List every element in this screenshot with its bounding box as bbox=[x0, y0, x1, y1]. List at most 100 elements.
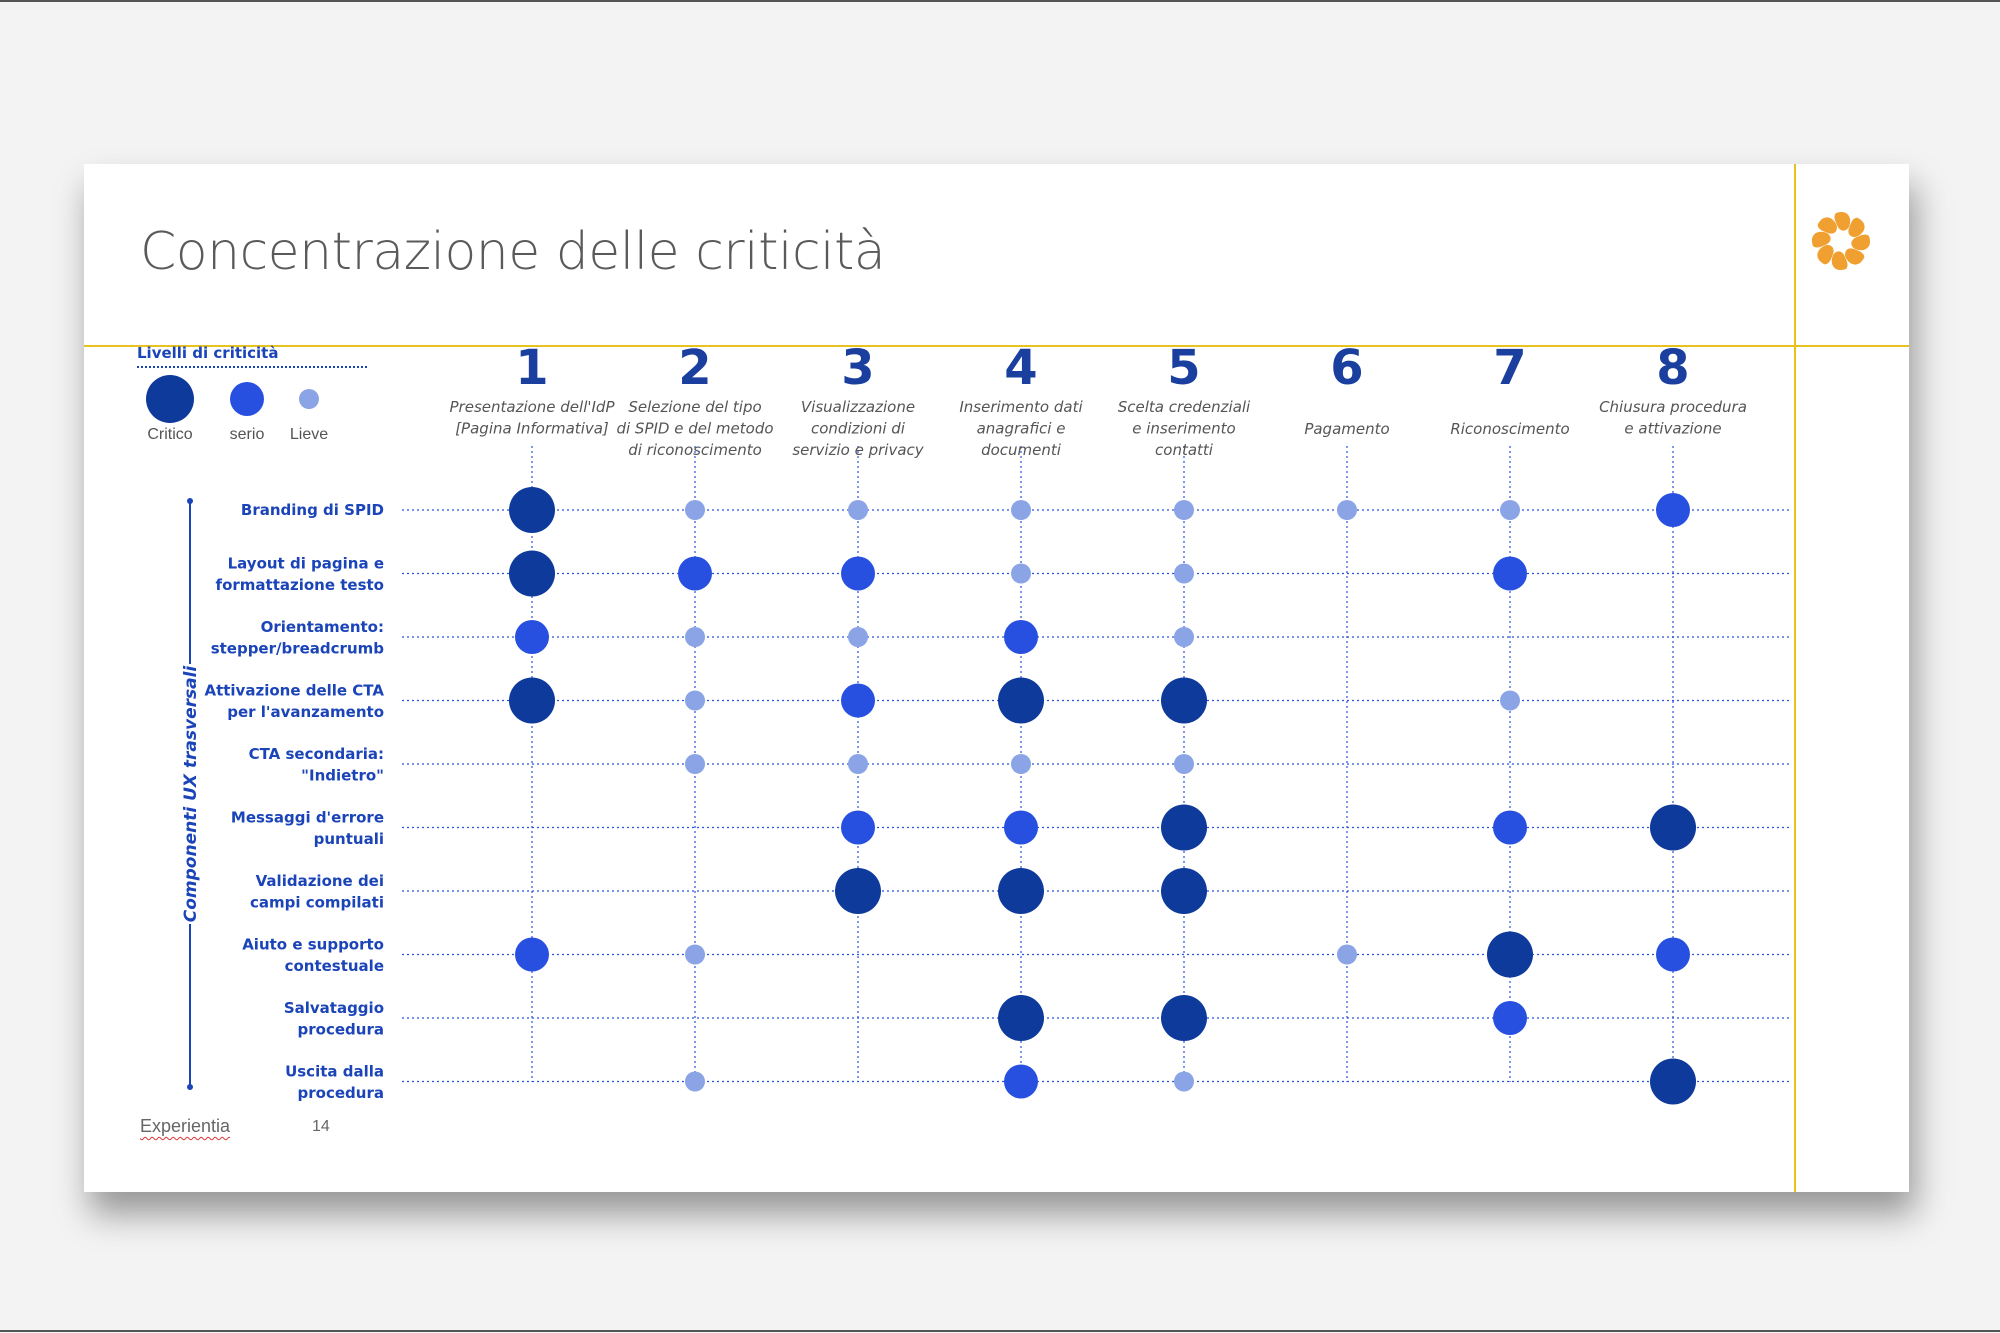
row-label-line: Messaggi d'errore bbox=[231, 809, 384, 827]
step-name-line: anagrafici e bbox=[977, 420, 1066, 438]
legend-lieve-label: Lieve bbox=[289, 426, 329, 443]
criticality-matrix: Componenti UX trasversali 1 Presentazione… bbox=[181, 340, 1792, 1105]
logo-petal bbox=[1848, 217, 1865, 237]
axis-endcap bbox=[187, 498, 193, 504]
logo-petal bbox=[1831, 251, 1848, 271]
criticality-dot bbox=[1337, 500, 1357, 520]
step-name-line: Chiusura procedura bbox=[1599, 398, 1747, 416]
step-name-line: condizioni di bbox=[811, 420, 906, 438]
criticality-dot bbox=[1011, 563, 1031, 584]
logo-petal-shape bbox=[1851, 234, 1870, 251]
step-number: 8 bbox=[1656, 340, 1689, 396]
logo-petal-shape bbox=[1831, 251, 1848, 271]
criticality-dot bbox=[685, 500, 705, 520]
step-headers: 1 Presentazione dell'IdP [Pagina Informati… bbox=[450, 340, 1747, 459]
legend-critico-label: Critico bbox=[147, 426, 193, 443]
criticality-dot bbox=[1487, 931, 1533, 978]
criticality-dot bbox=[1493, 810, 1527, 845]
row-label-line: Attivazione delle CTA bbox=[204, 682, 384, 700]
criticality-dot bbox=[1174, 754, 1194, 774]
criticality-dot bbox=[509, 487, 555, 533]
row-label-line: stepper/breadcrumb bbox=[211, 640, 385, 658]
row-label-line: Branding di SPID bbox=[241, 501, 384, 519]
step-name-line: Inserimento dati bbox=[959, 398, 1083, 416]
footer-brand: Experientia bbox=[140, 1116, 231, 1136]
slide-title: Concentrazione delle criticità bbox=[140, 222, 886, 282]
criticality-dot bbox=[1004, 1064, 1038, 1099]
criticality-dot bbox=[685, 1071, 705, 1092]
step-number: 1 bbox=[515, 340, 548, 396]
logo-petal-shape bbox=[1845, 248, 1865, 265]
presentation-slide: Concentrazione delle criticità Livelli d… bbox=[84, 164, 1909, 1192]
yellow-horizontal-rule bbox=[84, 345, 1909, 347]
criticality-dot bbox=[1493, 556, 1527, 591]
criticality-dot bbox=[848, 754, 868, 774]
step-name-line: e attivazione bbox=[1624, 420, 1721, 438]
logo-petal bbox=[1817, 245, 1834, 265]
yellow-vertical-rule bbox=[1794, 164, 1796, 1192]
step-name-line: Pagamento bbox=[1304, 420, 1389, 438]
legend-lieve-dot bbox=[299, 389, 319, 409]
row-labels: Branding di SPID Layout di pagina e format… bbox=[204, 501, 384, 1102]
logo-petal bbox=[1845, 248, 1865, 265]
criticality-dot bbox=[1500, 690, 1520, 711]
row-label-line: procedura bbox=[298, 1021, 384, 1039]
criticality-dot bbox=[509, 550, 555, 597]
criticality-dot bbox=[509, 677, 555, 724]
matrix-grid bbox=[402, 446, 1792, 1083]
criticality-dot bbox=[685, 627, 705, 647]
criticality-dot bbox=[1161, 868, 1207, 914]
step-number: 4 bbox=[1004, 340, 1037, 396]
window-bottom-edge bbox=[0, 1330, 2000, 1332]
logo-petal bbox=[1812, 231, 1831, 248]
legend-critico-dot bbox=[146, 375, 194, 423]
axis-endcap bbox=[187, 1084, 193, 1090]
matrix-axis: Componenti UX trasversali bbox=[181, 498, 201, 1090]
legend-serio-label: serio bbox=[229, 426, 265, 443]
step-number: 6 bbox=[1330, 340, 1363, 396]
criticality-dot bbox=[841, 810, 875, 845]
step-name-line: di SPID e del metodo bbox=[616, 420, 773, 438]
step-name-line: servizio e privacy bbox=[792, 441, 924, 459]
step-name-line: contatti bbox=[1155, 441, 1214, 459]
step-name-line: e inserimento bbox=[1132, 420, 1235, 438]
criticality-dot bbox=[1650, 804, 1696, 851]
criticality-dot bbox=[685, 690, 705, 711]
row-label-line: "Indietro" bbox=[301, 767, 384, 785]
criticality-dot bbox=[1337, 944, 1357, 965]
criticality-dot bbox=[848, 627, 868, 647]
row-label-line: campi compilati bbox=[250, 894, 384, 912]
window-top-edge bbox=[0, 0, 2000, 2]
criticality-dot bbox=[841, 556, 875, 591]
page-number: 14 bbox=[312, 1118, 330, 1135]
criticality-dot bbox=[1004, 620, 1038, 654]
legend-divider bbox=[137, 366, 367, 368]
step-name-line: documenti bbox=[981, 441, 1062, 459]
row-label-line: contestuale bbox=[285, 957, 384, 975]
criticality-dot bbox=[998, 677, 1044, 724]
criticality-dots bbox=[509, 487, 1696, 1105]
step-name-line: [Pagina Informativa] bbox=[455, 420, 609, 438]
criticality-dot bbox=[1174, 627, 1194, 647]
criticality-dot bbox=[998, 995, 1044, 1041]
step-name-line: Scelta credenziali bbox=[1118, 398, 1251, 416]
legend-title: Livelli di criticità bbox=[137, 344, 279, 362]
logo-petal-shape bbox=[1817, 245, 1834, 265]
step-name-line: Visualizzazione bbox=[801, 398, 915, 416]
criticality-dot bbox=[515, 620, 549, 654]
logo-petal bbox=[1817, 217, 1837, 234]
logo-petal bbox=[1851, 234, 1870, 251]
step-name-line: di riconoscimento bbox=[628, 441, 762, 459]
legend-serio-dot bbox=[230, 382, 264, 416]
criticality-dot bbox=[1650, 1058, 1696, 1105]
criticality-dot bbox=[515, 937, 549, 972]
step-name-line: Selezione del tipo bbox=[628, 398, 761, 416]
step-number: 2 bbox=[678, 340, 711, 396]
row-label-line: Layout di pagina e bbox=[228, 555, 384, 573]
row-label-line: Salvataggio bbox=[284, 999, 384, 1017]
step-number: 5 bbox=[1167, 340, 1200, 396]
criticality-dot bbox=[1011, 754, 1031, 774]
criticality-dot bbox=[1656, 493, 1690, 527]
criticality-dot bbox=[1161, 804, 1207, 851]
axis-title: Componenti UX trasversali bbox=[181, 665, 201, 923]
